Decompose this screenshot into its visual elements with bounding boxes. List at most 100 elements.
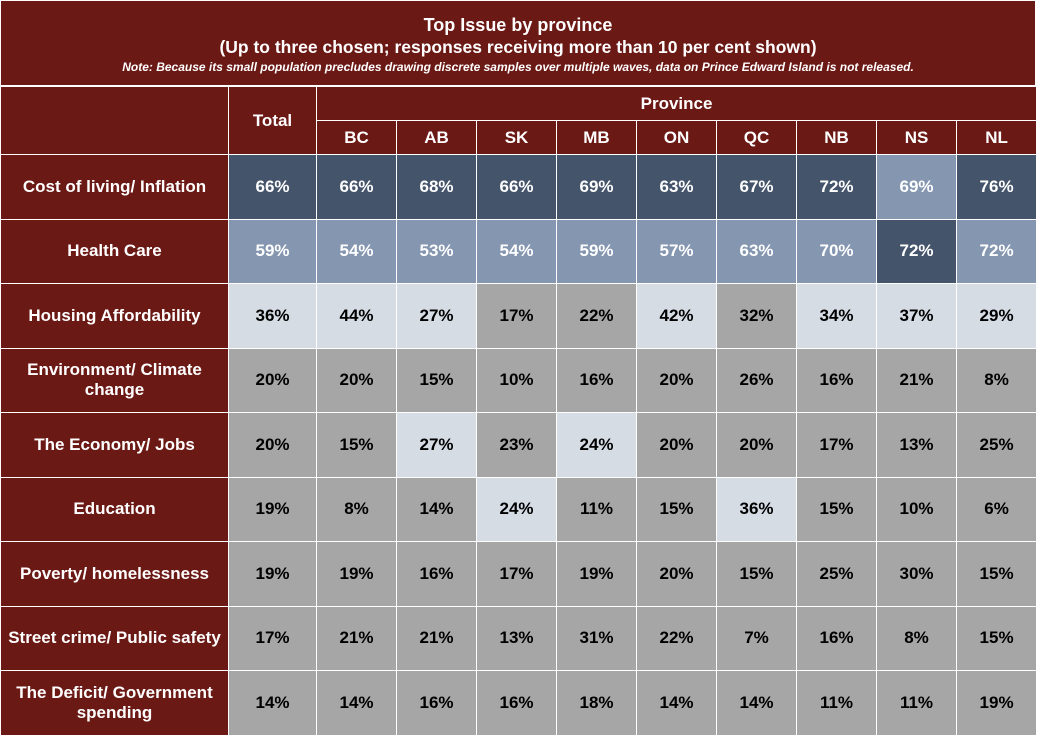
value-cell-qc: 63% (716, 218, 797, 284)
results-table: Total Province BC AB SK MB ON QC NB NS NL Cost o… (0, 86, 1038, 736)
value-cell-sk: 66% (476, 154, 557, 220)
value-cell-qc: 67% (716, 154, 797, 220)
header-province-ab: AB (396, 120, 477, 155)
value-cell-sk: 54% (476, 218, 557, 284)
value-cell-mb: 18% (556, 670, 637, 736)
value-cell-qc: 20% (716, 412, 797, 478)
value-cell-bc: 15% (316, 412, 397, 478)
table-row: The Economy/ Jobs 20% 15% 27% 23% 24% 20% 20% 17… (0, 412, 1038, 478)
value-cell-nl: 72% (955, 218, 1038, 284)
value-cell-qc: 15% (716, 541, 797, 607)
value-cell-qc: 36% (716, 476, 797, 542)
value-cell-bc: 44% (316, 283, 397, 349)
value-cell-nl: 76% (955, 154, 1038, 220)
value-cell-sk: 10% (476, 347, 557, 413)
value-cell-qc: 7% (716, 605, 797, 671)
value-cell-on: 14% (636, 670, 717, 736)
table-header: Total Province BC AB SK MB ON QC NB NS NL (0, 86, 1038, 155)
value-cell-ns: 72% (876, 218, 957, 284)
row-label: Poverty/ homelessness (0, 541, 229, 607)
value-cell-ns: 30% (876, 541, 957, 607)
value-cell-ab: 27% (396, 283, 477, 349)
value-cell-sk: 13% (476, 605, 557, 671)
value-cell-nl: 6% (955, 476, 1038, 542)
value-cell-ab: 21% (396, 605, 477, 671)
value-cell-mb: 59% (556, 218, 637, 284)
header-province-group: Province (315, 86, 1038, 121)
value-cell-ab: 14% (396, 476, 477, 542)
header-province-nb: NB (796, 120, 877, 155)
header-province-sk: SK (476, 120, 557, 155)
table-row: Poverty/ homelessness 19% 19% 16% 17% 19% 20% 1… (0, 541, 1038, 607)
row-label: Street crime/ Public safety (0, 605, 229, 671)
value-cell-nb: 70% (796, 218, 877, 284)
row-label: Health Care (0, 218, 229, 284)
value-cell-ns: 8% (876, 605, 957, 671)
value-cell-sk: 23% (476, 412, 557, 478)
value-cell-ns: 21% (876, 347, 957, 413)
table-row: Housing Affordability 36% 44% 27% 17% 22% 42% 3… (0, 283, 1038, 349)
header-province-nl: NL (955, 120, 1038, 155)
value-cell-nb: 11% (796, 670, 877, 736)
chart-title: Top Issue by province (423, 15, 613, 35)
value-cell-nl: 19% (955, 670, 1038, 736)
value-cell-bc: 8% (316, 476, 397, 542)
value-cell-mb: 19% (556, 541, 637, 607)
value-cell-bc: 19% (316, 541, 397, 607)
row-label: Housing Affordability (0, 283, 229, 349)
value-cell-on: 63% (636, 154, 717, 220)
value-cell-bc: 21% (316, 605, 397, 671)
header-corner (0, 86, 229, 155)
value-cell-nl: 15% (955, 605, 1038, 671)
value-cell-nl: 15% (955, 541, 1038, 607)
value-cell-sk: 17% (476, 541, 557, 607)
value-cell-nb: 16% (796, 605, 877, 671)
title-box: Top Issue by province (Up to three chose… (0, 0, 1036, 86)
table-body: Cost of living/ Inflation 66% 66% 68% 66% 69%… (0, 154, 1038, 736)
value-cell-on: 15% (636, 476, 717, 542)
value-cell-ns: 69% (876, 154, 957, 220)
value-cell-sk: 17% (476, 283, 557, 349)
row-label: Cost of living/ Inflation (0, 154, 229, 220)
value-cell-ab: 53% (396, 218, 477, 284)
value-cell-total: 19% (228, 541, 317, 607)
value-cell-bc: 20% (316, 347, 397, 413)
value-cell-ns: 13% (876, 412, 957, 478)
value-cell-on: 22% (636, 605, 717, 671)
value-cell-on: 57% (636, 218, 717, 284)
value-cell-mb: 16% (556, 347, 637, 413)
row-label: Education (0, 476, 229, 542)
value-cell-nb: 72% (796, 154, 877, 220)
header-total: Total (228, 86, 317, 155)
value-cell-on: 42% (636, 283, 717, 349)
value-cell-total: 20% (228, 412, 317, 478)
value-cell-mb: 31% (556, 605, 637, 671)
header-province-mb: MB (556, 120, 637, 155)
value-cell-total: 19% (228, 476, 317, 542)
table-row: The Deficit/ Government spending 14% 14% 16… (0, 670, 1038, 736)
row-label: The Economy/ Jobs (0, 412, 229, 478)
value-cell-sk: 24% (476, 476, 557, 542)
value-cell-nl: 8% (955, 347, 1038, 413)
value-cell-qc: 14% (716, 670, 797, 736)
value-cell-ns: 37% (876, 283, 957, 349)
value-cell-ab: 15% (396, 347, 477, 413)
value-cell-bc: 14% (316, 670, 397, 736)
value-cell-qc: 26% (716, 347, 797, 413)
table-row: Cost of living/ Inflation 66% 66% 68% 66% 69%… (0, 154, 1038, 220)
chart-subtitle: (Up to three chosen; responses receiving… (219, 37, 817, 57)
value-cell-total: 36% (228, 283, 317, 349)
value-cell-nb: 34% (796, 283, 877, 349)
value-cell-mb: 69% (556, 154, 637, 220)
row-label: Environment/ Climate change (0, 347, 229, 413)
header-province-bc: BC (316, 120, 397, 155)
value-cell-nb: 17% (796, 412, 877, 478)
value-cell-total: 59% (228, 218, 317, 284)
value-cell-ab: 16% (396, 670, 477, 736)
value-cell-ab: 68% (396, 154, 477, 220)
value-cell-qc: 32% (716, 283, 797, 349)
value-cell-ab: 27% (396, 412, 477, 478)
table-row: Education 19% 8% 14% 24% 11% 15% 36% 15% 10% 6% (0, 476, 1038, 542)
table-row: Health Care 59% 54% 53% 54% 59% 57% 63% 70% 72% 72… (0, 218, 1038, 284)
